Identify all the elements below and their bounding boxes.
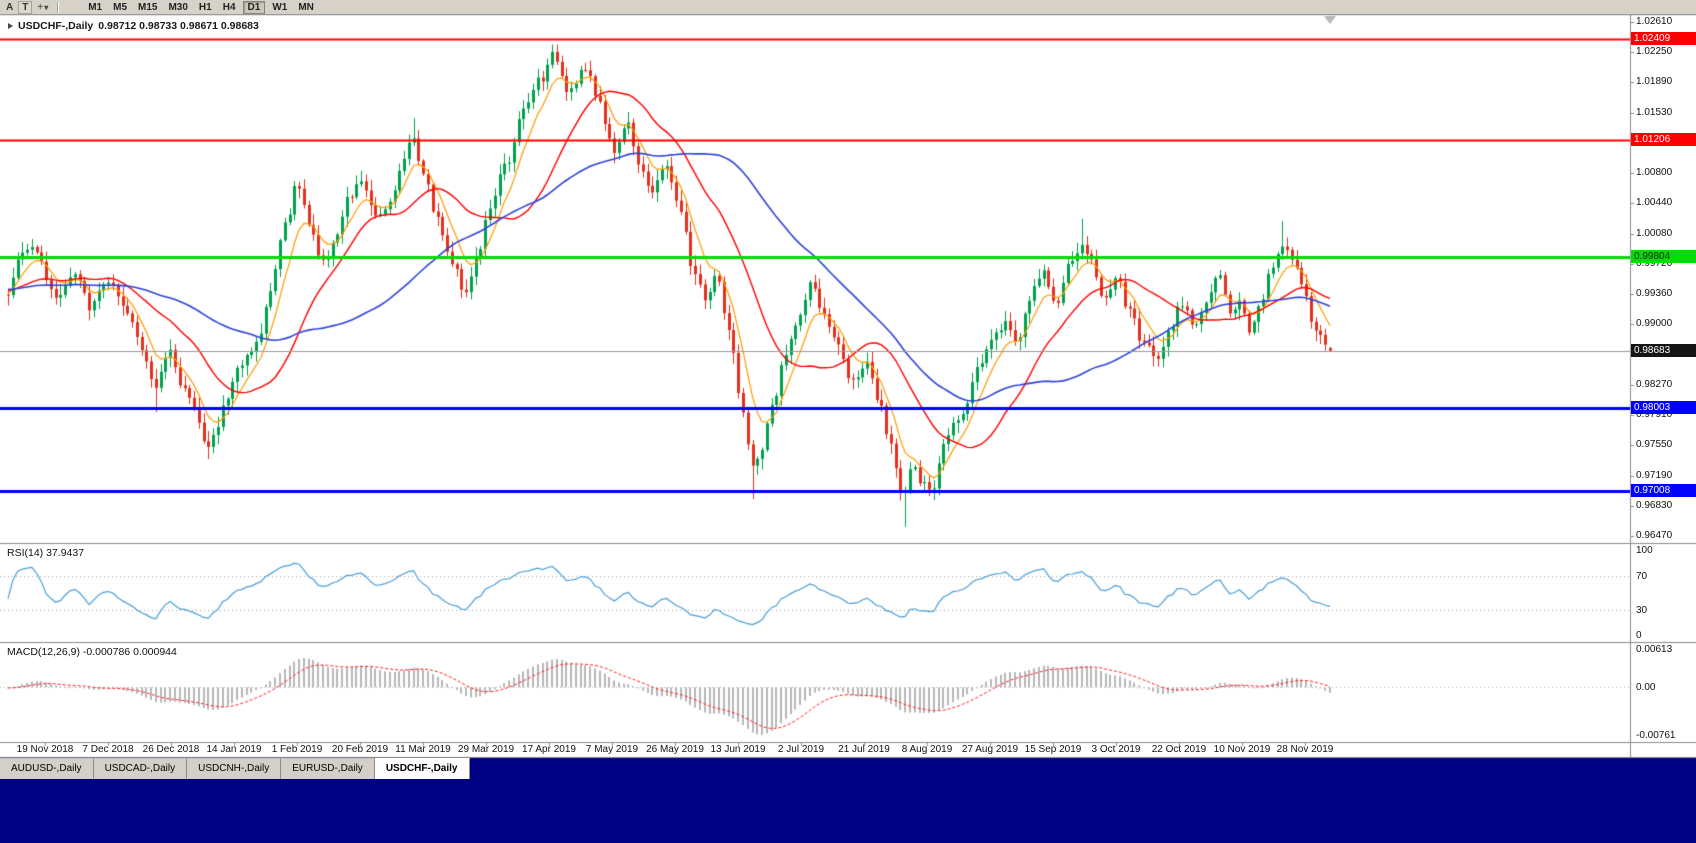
chart-tab-usdcnh[interactable]: USDCNH-,Daily xyxy=(187,758,282,779)
chart-title: USDCHF-,Daily 0.98712 0.98733 0.98671 0.… xyxy=(8,20,259,32)
timeframe-button-m1[interactable]: M1 xyxy=(88,1,103,13)
chart-ohlc-values: 0.98712 0.98733 0.98671 0.98683 xyxy=(98,20,259,32)
timeframe-button-d1[interactable]: D1 xyxy=(242,0,266,14)
chart-tab-audusd[interactable]: AUDUSD-,Daily xyxy=(0,758,94,779)
timeframe-button-m15[interactable]: M15 xyxy=(138,1,158,13)
timeframe-button-m30[interactable]: M30 xyxy=(168,1,188,13)
timeframe-button-m5[interactable]: M5 xyxy=(113,1,128,13)
timeframe-button-h4[interactable]: H4 xyxy=(222,1,236,13)
arrow-tool-button[interactable]: A xyxy=(6,1,14,13)
chart-tab-usdcad[interactable]: USDCAD-,Daily xyxy=(93,758,188,779)
timeframe-button-mn[interactable]: MN xyxy=(298,1,314,13)
chart-marker-icon xyxy=(8,23,13,29)
timeframe-button-h1[interactable]: H1 xyxy=(198,1,212,13)
timeframe-button-w1[interactable]: W1 xyxy=(272,1,288,13)
timeframe-toolbar: M1 M5 M15 M30 H1 H4 D1 W1 MN xyxy=(84,0,318,14)
crosshair-tool-button[interactable]: + ▾ xyxy=(34,1,51,14)
chart-symbol-period: USDCHF-,Daily xyxy=(18,20,94,32)
toolbar-separator xyxy=(57,1,59,13)
chart-tab-bar: AUDUSD-,Daily USDCAD-,Daily USDCNH-,Daily E… xyxy=(0,758,1696,779)
dropdown-caret-icon: ▾ xyxy=(44,2,49,12)
macd-indicator-label: MACD(12,26,9) -0.000786 0.000944 xyxy=(7,646,177,658)
chart-tab-usdchf[interactable]: USDCHF-,Daily xyxy=(374,758,470,779)
chart-tab-eurusd[interactable]: EURUSD-,Daily xyxy=(281,758,375,779)
crosshair-icon: + xyxy=(37,1,44,13)
text-tool-button[interactable]: T xyxy=(18,0,33,14)
rsi-indicator-label: RSI(14) 37.9437 xyxy=(7,547,85,559)
toolbar: A T + ▾ M1 M5 M15 M30 H1 H4 D1 W1 MN xyxy=(0,0,1696,15)
